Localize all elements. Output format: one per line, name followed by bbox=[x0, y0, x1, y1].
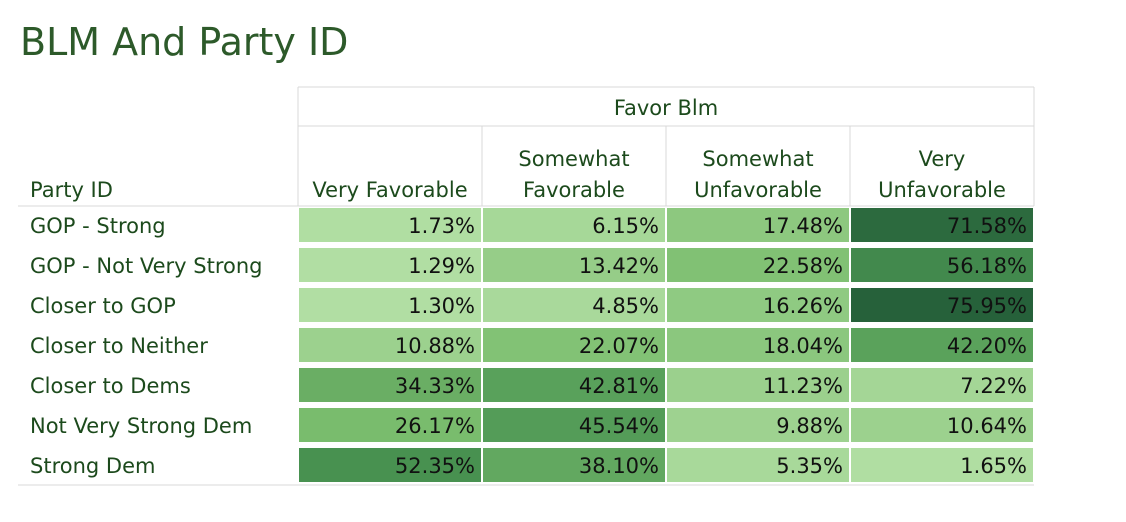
cell-value: 7.22% bbox=[960, 374, 1027, 398]
heatmap-cell bbox=[667, 408, 849, 442]
cell-value: 10.64% bbox=[947, 414, 1027, 438]
column-header-label: Unfavorable bbox=[694, 178, 822, 202]
column-header-label: Unfavorable bbox=[878, 178, 1006, 202]
heatmap-cell bbox=[299, 448, 481, 482]
heatmap-cell bbox=[667, 248, 849, 282]
cell-value: 1.29% bbox=[408, 254, 475, 278]
heatmap-cell bbox=[851, 408, 1033, 442]
cell-value: 26.17% bbox=[395, 414, 475, 438]
cell-value: 13.42% bbox=[579, 254, 659, 278]
cell-value: 11.23% bbox=[763, 374, 843, 398]
cell-value: 71.58% bbox=[947, 214, 1027, 238]
heatmap-cell bbox=[667, 448, 849, 482]
cell-value: 45.54% bbox=[579, 414, 659, 438]
heatmap-cell bbox=[299, 408, 481, 442]
cell-value: 34.33% bbox=[395, 374, 475, 398]
heatmap-cell bbox=[667, 328, 849, 362]
cell-value: 5.35% bbox=[776, 454, 843, 478]
heatmap-cell bbox=[483, 288, 665, 322]
heatmap-cell bbox=[299, 328, 481, 362]
row-label: Closer to Neither bbox=[30, 334, 208, 358]
cell-value: 17.48% bbox=[763, 214, 843, 238]
cell-value: 6.15% bbox=[592, 214, 659, 238]
heatmap-cell bbox=[483, 448, 665, 482]
row-label: Closer to GOP bbox=[30, 294, 176, 318]
cell-value: 52.35% bbox=[395, 454, 475, 478]
heatmap-cell bbox=[851, 448, 1033, 482]
row-label: GOP - Strong bbox=[30, 214, 166, 238]
row-header-label: Party ID bbox=[30, 178, 113, 202]
heatmap-cell bbox=[483, 328, 665, 362]
cell-value: 9.88% bbox=[776, 414, 843, 438]
chart-title: BLM And Party ID bbox=[20, 20, 349, 64]
row-label: GOP - Not Very Strong bbox=[30, 254, 262, 278]
cell-value: 18.04% bbox=[763, 334, 843, 358]
heatmap-cell bbox=[299, 288, 481, 322]
column-header-label: Very Favorable bbox=[312, 178, 467, 202]
cell-value: 1.30% bbox=[408, 294, 475, 318]
cell-value: 42.81% bbox=[579, 374, 659, 398]
row-label: Closer to Dems bbox=[30, 374, 191, 398]
heatmap-cell bbox=[851, 288, 1033, 322]
heatmap-cell bbox=[299, 248, 481, 282]
cell-value: 16.26% bbox=[763, 294, 843, 318]
heatmap-cell bbox=[483, 408, 665, 442]
heatmap-cell bbox=[851, 248, 1033, 282]
column-header-label: Somewhat bbox=[518, 147, 629, 171]
heatmap-cell bbox=[667, 368, 849, 402]
cell-value: 1.65% bbox=[960, 454, 1027, 478]
cell-value: 75.95% bbox=[947, 294, 1027, 318]
cell-value: 1.73% bbox=[408, 214, 475, 238]
cell-value: 22.58% bbox=[763, 254, 843, 278]
cell-value: 22.07% bbox=[579, 334, 659, 358]
cell-value: 42.20% bbox=[947, 334, 1027, 358]
heatmap-cell bbox=[667, 208, 849, 242]
cell-value: 56.18% bbox=[947, 254, 1027, 278]
column-group-label: Favor Blm bbox=[614, 96, 718, 120]
heatmap-cell bbox=[851, 328, 1033, 362]
column-header-label: Very bbox=[919, 147, 966, 171]
heatmap-cell bbox=[299, 208, 481, 242]
heatmap-cell bbox=[483, 208, 665, 242]
column-header-label: Somewhat bbox=[702, 147, 813, 171]
heatmap-cell bbox=[667, 288, 849, 322]
heatmap-cell bbox=[851, 208, 1033, 242]
cell-value: 38.10% bbox=[579, 454, 659, 478]
row-label: Not Very Strong Dem bbox=[30, 414, 252, 438]
heatmap-cell bbox=[483, 368, 665, 402]
heatmap-cell bbox=[299, 368, 481, 402]
row-label: Strong Dem bbox=[30, 454, 155, 478]
column-header-label: Favorable bbox=[523, 178, 625, 202]
cell-value: 10.88% bbox=[395, 334, 475, 358]
heatmap-cell bbox=[851, 368, 1033, 402]
cell-value: 4.85% bbox=[592, 294, 659, 318]
heatmap-cell bbox=[483, 248, 665, 282]
